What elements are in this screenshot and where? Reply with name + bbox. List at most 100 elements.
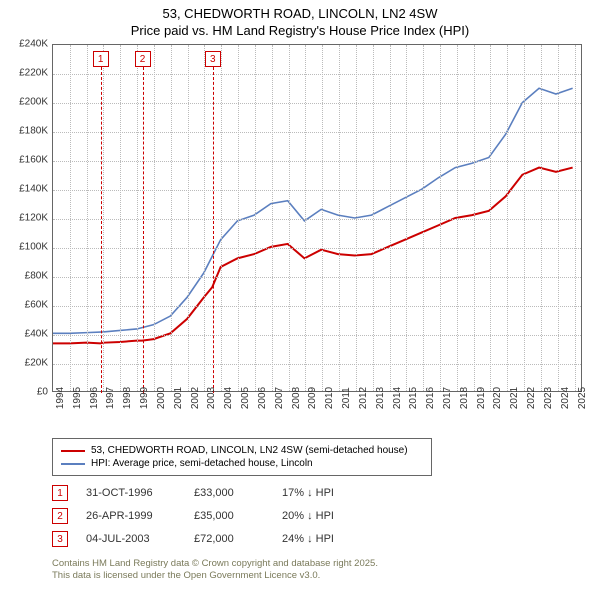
sale-date-3: 04-JUL-2003 — [86, 533, 176, 545]
gridline-h — [53, 74, 581, 75]
x-tick-label: 2016 — [425, 387, 436, 409]
title-address: 53, CHEDWORTH ROAD, LINCOLN, LN2 4SW — [0, 6, 600, 21]
sale-marker-2: 2 — [52, 508, 68, 524]
x-tick-label: 2021 — [509, 387, 520, 409]
sale-price-1: £33,000 — [194, 487, 264, 499]
gridline-h — [53, 190, 581, 191]
gridline-h — [53, 219, 581, 220]
marker-box-1[interactable]: 1 — [93, 51, 109, 67]
gridline-v — [524, 45, 525, 391]
x-tick-label: 2004 — [223, 387, 234, 409]
x-tick-label: 2011 — [341, 387, 352, 409]
gridline-v — [373, 45, 374, 391]
gridline-v — [221, 45, 222, 391]
x-tick-label: 2007 — [274, 387, 285, 409]
gridline-v — [154, 45, 155, 391]
x-tick-label: 2017 — [442, 387, 453, 409]
x-tick-label: 1998 — [122, 387, 133, 409]
gridline-v — [390, 45, 391, 391]
gridline-v — [423, 45, 424, 391]
gridline-v — [440, 45, 441, 391]
y-tick-label: £180K — [19, 126, 48, 137]
x-tick-label: 2023 — [543, 387, 554, 409]
sale-row-2: 2 26-APR-1999 £35,000 20% ↓ HPI — [52, 508, 392, 524]
x-tick-label: 2006 — [257, 387, 268, 409]
title-subtitle: Price paid vs. HM Land Registry's House … — [0, 23, 600, 38]
gridline-v — [339, 45, 340, 391]
legend-swatch-red — [61, 450, 85, 452]
gridline-h — [53, 103, 581, 104]
gridline-h — [53, 335, 581, 336]
y-tick-label: £40K — [25, 329, 48, 340]
y-tick-label: £200K — [19, 97, 48, 108]
footer-line2: This data is licensed under the Open Gov… — [52, 570, 378, 582]
gridline-v — [238, 45, 239, 391]
legend-row-price-paid: 53, CHEDWORTH ROAD, LINCOLN, LN2 4SW (se… — [61, 445, 423, 456]
gridline-v — [406, 45, 407, 391]
sale-price-2: £35,000 — [194, 510, 264, 522]
x-tick-label: 2022 — [526, 387, 537, 409]
gridline-v — [541, 45, 542, 391]
gridline-v — [575, 45, 576, 391]
sale-marker-3: 3 — [52, 531, 68, 547]
sale-date-2: 26-APR-1999 — [86, 510, 176, 522]
sale-marker-1: 1 — [52, 485, 68, 501]
gridline-v — [305, 45, 306, 391]
gridline-v — [272, 45, 273, 391]
gridline-v — [356, 45, 357, 391]
marker-box-3[interactable]: 3 — [205, 51, 221, 67]
gridline-v — [474, 45, 475, 391]
x-tick-label: 2005 — [240, 387, 251, 409]
gridline-v — [171, 45, 172, 391]
x-tick-label: 2012 — [358, 387, 369, 409]
x-tick-label: 2003 — [206, 387, 217, 409]
gridline-v — [120, 45, 121, 391]
x-tick-label: 1995 — [72, 387, 83, 409]
marker-box-2[interactable]: 2 — [135, 51, 151, 67]
x-tick-label: 2020 — [492, 387, 503, 409]
marker-line-2 — [143, 67, 144, 393]
series-hpi — [53, 88, 573, 333]
gridline-v — [507, 45, 508, 391]
gridline-v — [204, 45, 205, 391]
gridline-v — [490, 45, 491, 391]
sale-row-3: 3 04-JUL-2003 £72,000 24% ↓ HPI — [52, 531, 392, 547]
legend-label-hpi: HPI: Average price, semi-detached house,… — [91, 458, 313, 469]
legend-swatch-blue — [61, 463, 85, 465]
y-tick-label: £60K — [25, 300, 48, 311]
y-tick-label: £220K — [19, 68, 48, 79]
marker-line-1 — [101, 67, 102, 393]
legend-label-price-paid: 53, CHEDWORTH ROAD, LINCOLN, LN2 4SW (se… — [91, 445, 408, 456]
footer-line1: Contains HM Land Registry data © Crown c… — [52, 558, 378, 570]
gridline-v — [188, 45, 189, 391]
gridline-h — [53, 277, 581, 278]
gridline-h — [53, 248, 581, 249]
y-tick-label: £100K — [19, 242, 48, 253]
gridline-v — [289, 45, 290, 391]
legend-row-hpi: HPI: Average price, semi-detached house,… — [61, 458, 423, 469]
x-tick-label: 2025 — [577, 387, 588, 409]
footer-attribution: Contains HM Land Registry data © Crown c… — [52, 558, 378, 582]
gridline-v — [70, 45, 71, 391]
chart-legend: 53, CHEDWORTH ROAD, LINCOLN, LN2 4SW (se… — [52, 438, 432, 476]
y-tick-label: £20K — [25, 358, 48, 369]
gridline-v — [87, 45, 88, 391]
x-tick-label: 2000 — [156, 387, 167, 409]
y-tick-label: £160K — [19, 155, 48, 166]
gridline-v — [558, 45, 559, 391]
x-tick-label: 1997 — [105, 387, 116, 409]
chart-title: 53, CHEDWORTH ROAD, LINCOLN, LN2 4SW Pri… — [0, 0, 600, 38]
gridline-v — [457, 45, 458, 391]
x-tick-label: 2018 — [459, 387, 470, 409]
x-tick-label: 2001 — [173, 387, 184, 409]
chart-plot-area: 1 2 3 — [52, 44, 582, 392]
gridline-v — [103, 45, 104, 391]
gridline-v — [322, 45, 323, 391]
gridline-v — [137, 45, 138, 391]
x-tick-label: 2019 — [476, 387, 487, 409]
gridline-h — [53, 132, 581, 133]
y-tick-label: £240K — [19, 39, 48, 50]
sale-date-1: 31-OCT-1996 — [86, 487, 176, 499]
sale-pct-3: 24% ↓ HPI — [282, 533, 392, 545]
gridline-h — [53, 306, 581, 307]
